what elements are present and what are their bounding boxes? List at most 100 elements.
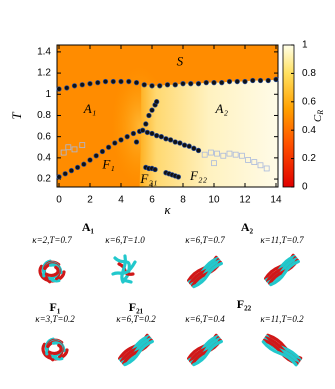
point	[133, 139, 140, 145]
colorbar-tick-label: 1	[302, 40, 308, 51]
heatmap	[57, 45, 278, 187]
panel-caption: κ=2,T=0.7	[32, 235, 72, 245]
point	[133, 79, 140, 86]
point	[64, 85, 70, 91]
point	[191, 145, 197, 151]
colorbar	[282, 44, 295, 188]
panel-caption: κ=6,T=0.4	[185, 314, 225, 324]
colorbar-tick-label: 0	[302, 182, 308, 193]
point	[214, 150, 220, 157]
panel-caption: κ=3,T=0.2	[35, 314, 75, 324]
point	[175, 174, 181, 180]
y-tick-label: 0.4	[37, 152, 51, 163]
colorbar-tick-label: 0.8	[302, 68, 316, 79]
point	[99, 148, 106, 155]
region-label: F₂₁	[139, 171, 157, 186]
point	[118, 78, 124, 85]
strand	[192, 339, 223, 367]
point	[93, 153, 99, 159]
panel-title: F₂₂	[237, 297, 252, 311]
point	[251, 159, 258, 165]
y-tick-label: 1.2	[37, 68, 51, 79]
panel-caption: κ=6,T=0.7	[185, 235, 225, 245]
point	[234, 78, 240, 85]
x-tick-label: 8	[180, 195, 186, 206]
point	[226, 78, 233, 85]
point	[164, 82, 171, 88]
y-tick-label: 0.2	[37, 174, 51, 185]
molecule	[38, 259, 66, 284]
point	[226, 150, 233, 157]
y-tick-label: 0.8	[37, 110, 51, 121]
point	[181, 142, 188, 148]
point	[172, 82, 178, 88]
molecule	[111, 254, 137, 284]
panel-title: F₂₁	[129, 300, 144, 314]
x-tick-label: 2	[87, 195, 93, 206]
x-tick-label: 12	[239, 195, 251, 206]
point	[195, 147, 202, 154]
panel-caption: κ=6,T=1.0	[105, 235, 145, 245]
point	[146, 112, 152, 119]
point	[149, 130, 155, 137]
region-label: S	[177, 53, 184, 68]
point	[71, 146, 78, 153]
point	[211, 79, 217, 86]
point	[238, 152, 245, 159]
y-tick-label: 1	[45, 89, 51, 100]
x-tick-label: 10	[208, 195, 220, 206]
point	[154, 132, 160, 139]
point	[71, 83, 78, 89]
region-label: A₁	[83, 101, 96, 116]
molecule	[118, 333, 154, 367]
molecule	[261, 333, 303, 367]
molecule	[187, 333, 223, 367]
strand	[44, 265, 60, 278]
point	[62, 171, 68, 177]
point	[79, 82, 85, 88]
region-label: F₁	[101, 156, 114, 171]
y-axis-label: T	[9, 112, 24, 120]
molecule	[187, 255, 223, 289]
strand	[120, 254, 127, 284]
point	[203, 79, 209, 86]
panel-caption: κ=11,T=0.2	[260, 314, 304, 324]
point	[81, 161, 87, 167]
point	[110, 78, 116, 85]
point	[68, 167, 75, 174]
point	[172, 139, 178, 145]
strand	[192, 261, 223, 289]
point	[163, 136, 169, 142]
region-label: A₂	[215, 101, 229, 116]
point	[65, 144, 72, 151]
strand	[269, 259, 300, 287]
plot-frame	[56, 44, 279, 188]
strand	[47, 343, 63, 356]
molecule	[264, 253, 300, 287]
region-label: F₂₂	[189, 168, 207, 183]
x-tick-label: 6	[149, 195, 155, 206]
point	[149, 83, 155, 89]
colorbar-label: CR	[312, 110, 325, 122]
point	[232, 151, 239, 158]
colorbar-tick-label: 0.4	[302, 125, 316, 136]
point	[201, 151, 208, 158]
point	[124, 134, 130, 140]
point	[56, 174, 62, 180]
strand	[261, 340, 298, 367]
point	[211, 160, 217, 167]
point	[60, 149, 67, 156]
point	[263, 165, 270, 172]
point	[56, 86, 62, 92]
point	[74, 164, 81, 171]
point	[180, 81, 186, 87]
point	[126, 78, 132, 85]
point	[207, 149, 214, 156]
point	[102, 78, 109, 85]
panel-title: A₁	[82, 220, 95, 234]
point	[130, 130, 137, 137]
point	[250, 77, 256, 84]
x-tick-label: 4	[118, 195, 124, 206]
point	[157, 83, 163, 89]
